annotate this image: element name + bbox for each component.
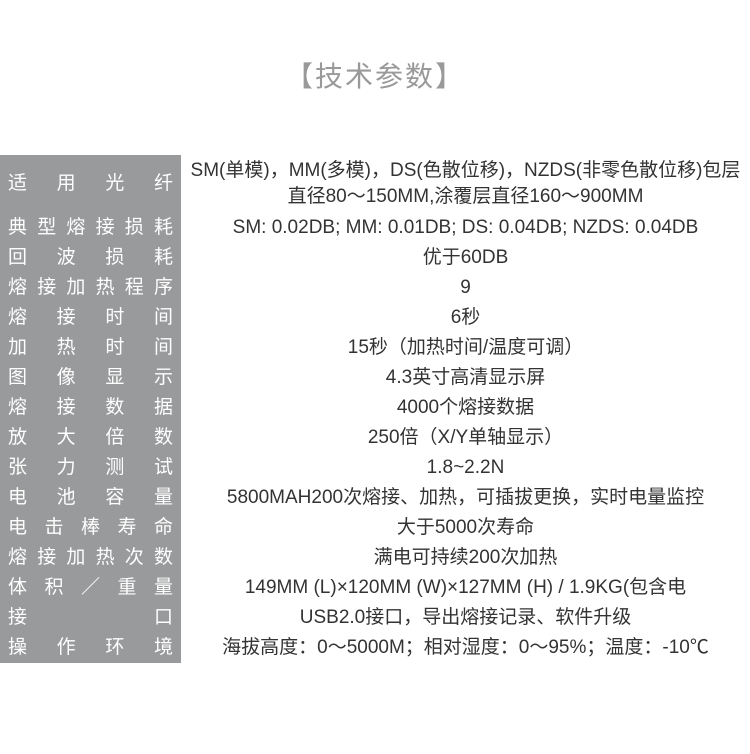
table-row: 电池容量5800MAH200次熔接、加热，可插拔更换，实时电量监控	[0, 483, 750, 513]
table-row: 适用光纤SM(单模)，MM(多模)，DS(色散位移)，NZDS(非零色散位移)包…	[0, 155, 750, 213]
table-row: 典型熔接损耗SM: 0.02DB; MM: 0.01DB; DS: 0.04DB…	[0, 213, 750, 243]
spec-value: 满电可持续200次加热	[181, 543, 750, 573]
spec-label: 操作环境	[0, 633, 181, 663]
table-row: 加热时间15秒（加热时间/温度可调）	[0, 333, 750, 363]
table-row: 操作环境海拔高度：0～5000M；相对湿度：0～95%；温度：-10℃	[0, 633, 750, 663]
spec-label: 接口	[0, 603, 181, 633]
table-row: 熔接加热次数满电可持续200次加热	[0, 543, 750, 573]
table-row: 熔接加热程序9	[0, 273, 750, 303]
table-row: 张力测试1.8~2.2N	[0, 453, 750, 483]
spec-label: 电池容量	[0, 483, 181, 513]
spec-table: 适用光纤SM(单模)，MM(多模)，DS(色散位移)，NZDS(非零色散位移)包…	[0, 155, 750, 663]
table-row: 回波损耗优于60DB	[0, 243, 750, 273]
page-title: 【技术参数】	[0, 55, 750, 95]
spec-label: 熔接加热次数	[0, 543, 181, 573]
spec-label: 放大倍数	[0, 423, 181, 453]
table-row: 放大倍数250倍（X/Y单轴显示）	[0, 423, 750, 453]
spec-value: 1.8~2.2N	[181, 453, 750, 483]
spec-label: 加热时间	[0, 333, 181, 363]
spec-value: 优于60DB	[181, 243, 750, 273]
spec-value: 15秒（加热时间/温度可调）	[181, 333, 750, 363]
spec-value: 4000个熔接数据	[181, 393, 750, 423]
spec-label: 回波损耗	[0, 243, 181, 273]
spec-label: 张力测试	[0, 453, 181, 483]
spec-value: 5800MAH200次熔接、加热，可插拔更换，实时电量监控	[181, 483, 750, 513]
spec-value: 149MM (L)×120MM (W)×127MM (H) / 1.9KG(包含…	[181, 573, 750, 603]
spec-label: 熔接时间	[0, 303, 181, 333]
spec-value: SM(单模)，MM(多模)，DS(色散位移)，NZDS(非零色散位移)包层直径8…	[181, 155, 750, 213]
table-row: 熔接数据4000个熔接数据	[0, 393, 750, 423]
spec-value: SM: 0.02DB; MM: 0.01DB; DS: 0.04DB; NZDS…	[181, 213, 750, 243]
title-section: 【技术参数】	[0, 0, 750, 155]
spec-value: 6秒	[181, 303, 750, 333]
spec-label: 电击棒寿命	[0, 513, 181, 543]
spec-value: 海拔高度：0～5000M；相对湿度：0～95%；温度：-10℃	[181, 633, 750, 663]
spec-label: 图像显示	[0, 363, 181, 393]
table-row: 电击棒寿命大于5000次寿命	[0, 513, 750, 543]
spec-value: 大于5000次寿命	[181, 513, 750, 543]
spec-value: 9	[181, 273, 750, 303]
table-row: 体积／重量149MM (L)×120MM (W)×127MM (H) / 1.9…	[0, 573, 750, 603]
spec-label: 适用光纤	[0, 155, 181, 213]
spec-value: 250倍（X/Y单轴显示）	[181, 423, 750, 453]
spec-label: 体积／重量	[0, 573, 181, 603]
table-row: 接口USB2.0接口，导出熔接记录、软件升级	[0, 603, 750, 633]
spec-label: 典型熔接损耗	[0, 213, 181, 243]
spec-value: USB2.0接口，导出熔接记录、软件升级	[181, 603, 750, 633]
table-row: 图像显示4.3英寸高清显示屏	[0, 363, 750, 393]
spec-value: 4.3英寸高清显示屏	[181, 363, 750, 393]
spec-label: 熔接加热程序	[0, 273, 181, 303]
spec-label: 熔接数据	[0, 393, 181, 423]
table-row: 熔接时间6秒	[0, 303, 750, 333]
